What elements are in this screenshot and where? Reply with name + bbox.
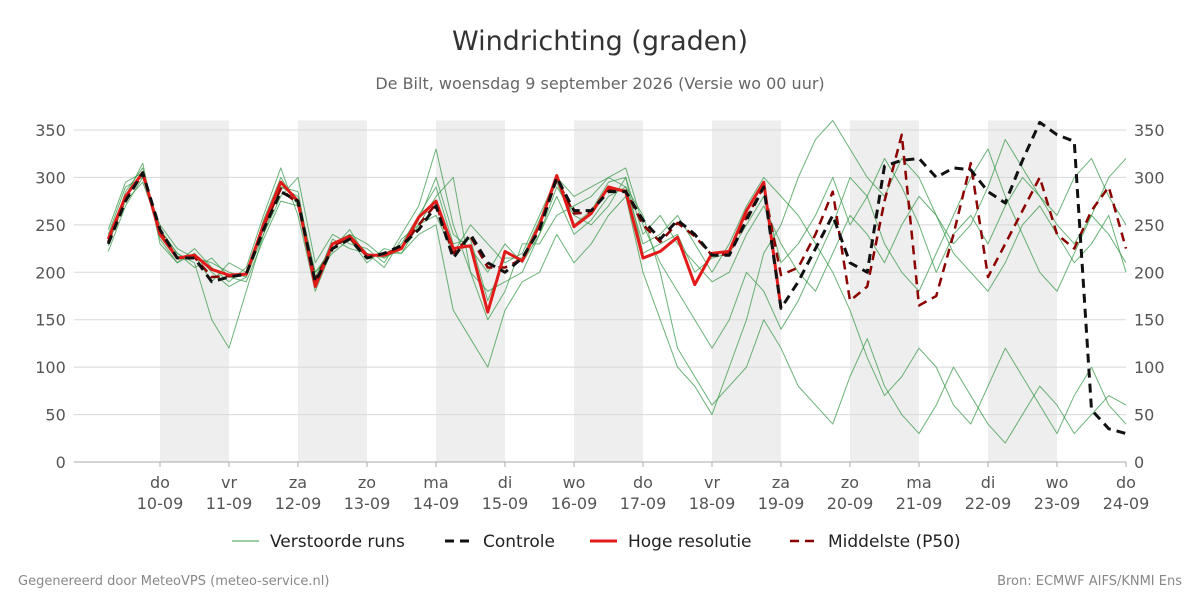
x-tick-label: wo 16-09	[550, 473, 598, 513]
day-band	[298, 120, 367, 462]
chart-title: Windrichting (graden)	[452, 26, 748, 57]
ensemble-line	[107, 148, 1127, 349]
y2-tick-label: 50	[1134, 406, 1154, 425]
ensemble-line	[107, 120, 1127, 416]
x-tick-label: zo 13-09	[343, 473, 391, 513]
x-tick-label: ma 14-09	[412, 473, 460, 513]
y2-tick-label: 350	[1134, 121, 1165, 140]
day-band	[574, 120, 643, 462]
y2-tick-label: 300	[1134, 168, 1165, 187]
y-tick-label: 300	[35, 168, 66, 187]
y-tick-label: 200	[35, 263, 66, 282]
y-tick-label: 350	[35, 121, 66, 140]
x-tick-label: ma 21-09	[895, 473, 943, 513]
y-tick-label: 50	[45, 406, 65, 425]
x-tick-label: za 12-09	[274, 473, 322, 513]
footer-right: Bron: ECMWF AIFS/KNMI Ens	[997, 574, 1182, 589]
y-tick-label: 0	[56, 453, 66, 472]
x-tick-label: zo 20-09	[826, 473, 874, 513]
legend-label: Verstoorde runs	[270, 532, 405, 552]
series-line	[106, 171, 783, 314]
y-tick-label: 100	[35, 358, 66, 377]
ensemble-line	[107, 176, 1127, 292]
x-tick-label: di 22-09	[964, 473, 1012, 513]
x-tick-label: vr 11-09	[205, 473, 253, 513]
footer-left: Gegenereerd door MeteoVPS (meteo-service…	[18, 574, 329, 589]
legend-label: Middelste (P50)	[828, 532, 961, 552]
legend-label: Controle	[483, 532, 555, 552]
y2-tick-label: 200	[1134, 263, 1165, 282]
ensemble-line	[107, 157, 1127, 302]
y2-tick-label: 100	[1134, 358, 1165, 377]
day-band	[160, 120, 229, 462]
y2-tick-label: 0	[1134, 453, 1144, 472]
day-band	[988, 120, 1057, 462]
y2-tick-label: 250	[1134, 216, 1165, 235]
x-tick-label: di 15-09	[481, 473, 529, 513]
series-line	[107, 133, 1128, 307]
y2-tick-label: 150	[1134, 311, 1165, 330]
x-tick-label: za 19-09	[757, 473, 805, 513]
y-tick-label: 150	[35, 311, 66, 330]
chart-subtitle: De Bilt, woensdag 9 september 2026 (Vers…	[375, 74, 824, 93]
x-tick-label: do 10-09	[136, 473, 184, 513]
x-tick-label: wo 23-09	[1033, 473, 1081, 513]
y-tick-label: 250	[35, 216, 66, 235]
series-line	[106, 120, 1127, 435]
x-tick-label: vr 18-09	[688, 473, 736, 513]
x-tick-label: do 24-09	[1102, 473, 1150, 513]
x-tick-label: do 17-09	[619, 473, 667, 513]
legend-label: Hoge resolutie	[628, 532, 752, 552]
day-band	[712, 120, 781, 462]
